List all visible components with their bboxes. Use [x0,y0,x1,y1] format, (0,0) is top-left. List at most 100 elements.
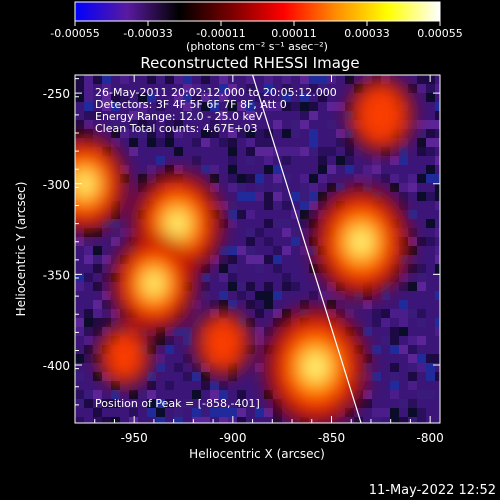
image-pixel [399,399,408,408]
image-pixel [228,165,237,174]
colorbar-tick-label: -0.00033 [123,27,172,40]
image-pixel [354,417,363,423]
image-pixel [156,399,165,408]
image-pixel [201,264,210,273]
image-pixel [300,111,309,120]
image-pixel [165,399,174,408]
image-pixel [273,183,282,192]
image-pixel [246,75,255,84]
image-pixel [228,183,237,192]
image-pixel [309,183,318,192]
image-pixel [201,102,210,111]
image-pixel [147,381,156,390]
image-pixel [138,183,147,192]
image-pixel [399,192,408,201]
image-pixel [219,84,228,93]
annotation-time-range: 26-May-2011 20:02:12.000 to 20:05:12.000 [95,86,337,99]
image-pixel [246,102,255,111]
image-pixel [264,255,273,264]
image-pixel [111,228,120,237]
image-pixel [282,273,291,282]
image-pixel [264,192,273,201]
image-pixel [354,327,363,336]
image-pixel [282,93,291,102]
image-pixel [192,417,201,423]
image-pixel [183,165,192,174]
image-pixel [201,282,210,291]
image-pixel [93,255,102,264]
image-pixel [435,264,440,273]
image-pixel [201,372,210,381]
image-pixel [399,273,408,282]
image-pixel [129,390,138,399]
image-pixel [120,93,129,102]
image-pixel [219,111,228,120]
image-pixel [102,399,111,408]
image-pixel [309,174,318,183]
image-pixel [129,417,138,423]
image-pixel [129,138,138,147]
image-pixel [102,75,111,84]
image-pixel [399,147,408,156]
image-pixel [255,129,264,138]
source-body [357,86,405,144]
image-pixel [273,417,282,423]
image-pixel [129,408,138,417]
image-pixel [84,318,93,327]
image-pixel [426,174,435,183]
image-pixel [246,111,255,120]
image-pixel [228,102,237,111]
image-pixel [282,246,291,255]
image-pixel [300,219,309,228]
solar-limb-line [251,75,362,423]
image-pixel [426,363,435,372]
image-pixel [354,174,363,183]
image-pixel [93,372,102,381]
image-pixel [255,408,264,417]
image-pixel [156,138,165,147]
image-pixel [129,102,138,111]
colorbar-tick-label: 0.00011 [271,27,317,40]
image-pixel [435,354,440,363]
image-pixel [309,84,318,93]
image-pixel [219,93,228,102]
y-axis-ticks: -250 -300 -350 -400 [43,78,440,424]
image-pixel [165,75,174,84]
image-pixel [246,246,255,255]
image-pixel [75,354,84,363]
image-pixel [318,156,327,165]
image-pixel [147,165,156,174]
image-pixel [399,417,408,423]
image-pixel [138,327,147,336]
image-pixel [237,174,246,183]
image-pixel [408,174,417,183]
image-pixel [282,309,291,318]
image-pixel [327,165,336,174]
image-pixel [183,372,192,381]
image-pixel [192,408,201,417]
image-pixel [318,300,327,309]
image-pixel [291,120,300,129]
image-pixel [435,129,440,138]
image-pixel [156,363,165,372]
image-pixel [417,192,426,201]
source-peak [305,354,327,380]
image-pixel [255,228,264,237]
image-pixel [426,372,435,381]
image-pixel [381,336,390,345]
image-pixel [219,264,228,273]
image-pixel [111,129,120,138]
image-pixel [210,255,219,264]
image-pixel [138,102,147,111]
image-pixel [228,156,237,165]
image-pixel [435,84,440,93]
image-pixel [291,129,300,138]
image-pixel [237,183,246,192]
image-pixel [111,237,120,246]
image-pixel [426,138,435,147]
image-pixel [282,156,291,165]
image-pixel [372,318,381,327]
image-pixel [399,309,408,318]
image-pixel [129,147,138,156]
image-pixel [309,291,318,300]
